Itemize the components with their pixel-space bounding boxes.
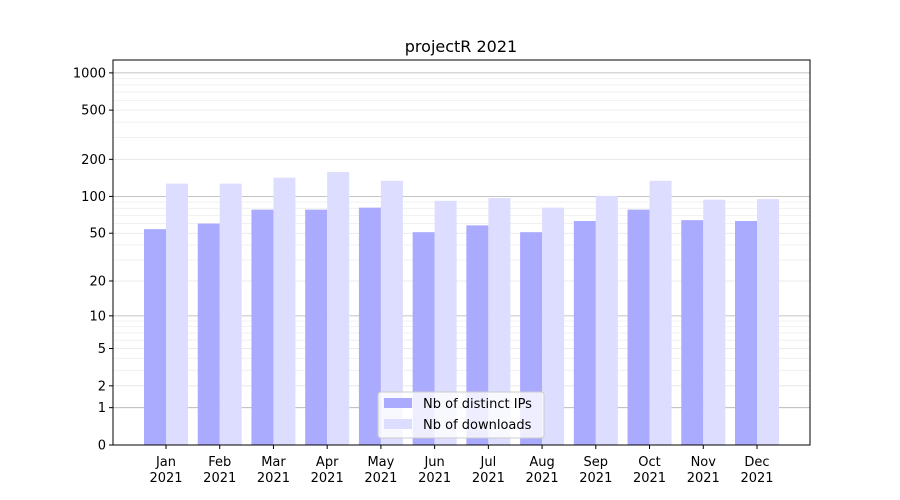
bar-nb-of-downloads bbox=[595, 195, 618, 445]
x-tick-year: 2021 bbox=[364, 471, 397, 486]
x-tick-year: 2021 bbox=[203, 471, 236, 486]
legend: Nb of distinct IPs Nb of downloads bbox=[377, 391, 545, 439]
x-tick-label: Apr bbox=[316, 455, 339, 470]
bar-nb-of-distinct-ips bbox=[681, 220, 704, 445]
plot-frame bbox=[112, 59, 811, 446]
y-tick-label: 200 bbox=[81, 153, 106, 168]
bar-nb-of-distinct-ips bbox=[197, 223, 220, 445]
bar-nb-of-downloads bbox=[649, 180, 672, 445]
y-tick-label: 10 bbox=[89, 309, 106, 324]
legend-label: Nb of downloads bbox=[423, 418, 532, 433]
bar-nb-of-downloads bbox=[542, 207, 565, 445]
y-tick-label: 5 bbox=[98, 342, 106, 357]
x-tick-year: 2021 bbox=[257, 471, 290, 486]
legend-box bbox=[377, 391, 545, 439]
bar-nb-of-distinct-ips bbox=[627, 209, 650, 445]
x-tick-label: Jan bbox=[155, 455, 176, 470]
bar-nb-of-downloads bbox=[166, 183, 188, 445]
x-tick-year: 2021 bbox=[687, 471, 720, 486]
y-tick-label: 100 bbox=[81, 190, 106, 205]
y-tick-label: 2 bbox=[98, 379, 106, 394]
bar-nb-of-downloads bbox=[327, 171, 350, 445]
bar-nb-of-distinct-ips bbox=[144, 229, 166, 445]
x-tick-label: Nov bbox=[691, 455, 717, 470]
x-tick-year: 2021 bbox=[633, 471, 666, 486]
x-tick-year: 2021 bbox=[311, 471, 344, 486]
bar-nb-of-downloads bbox=[703, 199, 726, 445]
x-tick-year: 2021 bbox=[418, 471, 451, 486]
x-tick-label: Dec bbox=[744, 455, 769, 470]
x-tick-year: 2021 bbox=[579, 471, 612, 486]
x-tick-label: Jul bbox=[480, 455, 497, 470]
x-tick-label: Feb bbox=[208, 455, 231, 470]
bar-nb-of-downloads bbox=[273, 177, 296, 445]
x-tick-year: 2021 bbox=[740, 471, 773, 486]
bar-nb-of-downloads bbox=[434, 200, 457, 445]
bar-nb-of-distinct-ips bbox=[251, 209, 274, 445]
bar-nb-of-downloads bbox=[380, 180, 403, 445]
legend-label: Nb of distinct IPs bbox=[423, 397, 532, 412]
x-tick-label: May bbox=[367, 455, 394, 470]
x-tick-year: 2021 bbox=[472, 471, 505, 486]
y-tick-label: 500 bbox=[81, 104, 106, 119]
bar-nb-of-downloads bbox=[757, 199, 779, 445]
legend-swatch bbox=[384, 398, 412, 408]
y-tick-label: 1000 bbox=[73, 66, 106, 81]
bar-nb-of-distinct-ips bbox=[358, 207, 381, 445]
chart-title: projectR 2021 bbox=[405, 37, 517, 56]
x-tick-label: Aug bbox=[529, 455, 554, 470]
y-tick-label: 1 bbox=[98, 401, 106, 416]
legend-swatch bbox=[384, 419, 412, 429]
y-tick-label: 20 bbox=[89, 275, 106, 290]
bar-nb-of-distinct-ips bbox=[735, 220, 757, 445]
x-tick-year: 2021 bbox=[526, 471, 559, 486]
x-tick-label: Oct bbox=[638, 455, 660, 470]
bar-nb-of-distinct-ips bbox=[305, 209, 328, 445]
bar-nb-of-distinct-ips bbox=[466, 225, 489, 445]
x-tick-label: Jun bbox=[423, 455, 444, 470]
x-tick-label: Mar bbox=[261, 455, 286, 470]
bar-nb-of-downloads bbox=[219, 183, 242, 445]
y-tick-label: 50 bbox=[89, 227, 106, 242]
x-tick-year: 2021 bbox=[149, 471, 182, 486]
y-tick-label: 0 bbox=[98, 439, 106, 454]
x-tick-label: Sep bbox=[584, 455, 609, 470]
bar-nb-of-downloads bbox=[488, 198, 511, 445]
bar-nb-of-distinct-ips bbox=[573, 220, 596, 445]
